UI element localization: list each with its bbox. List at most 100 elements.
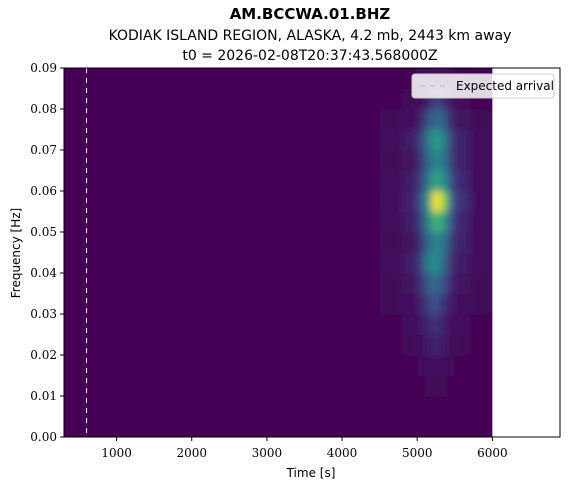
heatmap-cell (402, 355, 418, 376)
heatmap-cell (402, 150, 418, 171)
heatmap-cell (417, 150, 426, 171)
heatmap-cell (447, 109, 456, 130)
heatmap-cell (454, 150, 471, 171)
heatmap-cell (432, 88, 441, 110)
heatmap-cell (454, 232, 471, 253)
heatmap-cell (469, 252, 493, 274)
heatmap-cell (64, 150, 381, 171)
heatmap-cell (432, 416, 441, 437)
heatmap-cell (469, 129, 493, 151)
heatmap-cell (447, 88, 456, 110)
heatmap-cell (469, 314, 493, 335)
heatmap-cell (424, 314, 433, 335)
heatmap-cell (454, 314, 471, 335)
heatmap-cell (469, 355, 493, 376)
heatmap-cell (64, 273, 381, 294)
heatmap-cell (379, 396, 403, 417)
heatmap-cell (454, 109, 471, 130)
heatmap-cell (447, 375, 456, 397)
heatmap-cell (447, 355, 456, 376)
heatmap-cell (469, 232, 493, 253)
chart-title: AM.BCCWA.01.BHZ (230, 5, 391, 23)
heatmap-cell (439, 293, 448, 315)
heatmap-cell (424, 150, 433, 171)
heatmap-cell (439, 334, 448, 356)
heatmap-cell (447, 396, 456, 417)
heatmap-cell (64, 355, 381, 376)
heatmap-cell (424, 293, 433, 315)
heatmap-cell (454, 293, 471, 315)
heatmap-cell (447, 232, 456, 253)
heatmap-cell (439, 355, 448, 376)
heatmap-cell (432, 232, 441, 253)
plot-frame (63, 67, 561, 438)
heatmap-cell (447, 191, 456, 212)
heatmap-cell (439, 273, 448, 294)
heatmap-cell (424, 232, 433, 253)
heatmap-cell (424, 170, 433, 192)
heatmap-cell (469, 211, 493, 233)
heatmap-cell (424, 416, 433, 437)
heatmap-cell (417, 273, 426, 294)
heatmap-cell (454, 355, 471, 376)
heatmap-cell (64, 396, 381, 417)
heatmap-cell (447, 416, 456, 437)
y-axis-label: Frequency [Hz] (9, 208, 23, 299)
x-axis-label: Time [s] (286, 466, 336, 480)
heatmap (64, 68, 493, 437)
heatmap-cell (379, 232, 403, 253)
heatmap-cell (402, 416, 418, 437)
heatmap-cell (439, 129, 448, 151)
y-tick-label: 0.07 (30, 143, 57, 157)
heatmap-cell (439, 170, 448, 192)
heatmap-cell (402, 273, 418, 294)
heatmap-cell (469, 273, 493, 294)
heatmap-cell (454, 375, 471, 397)
heatmap-cell (424, 129, 433, 151)
heatmap-cell (379, 314, 403, 335)
heatmap-cell (379, 211, 403, 233)
heatmap-cell (432, 191, 441, 212)
y-tick-label: 0.02 (30, 348, 57, 362)
chart-subtitle: KODIAK ISLAND REGION, ALASKA, 4.2 mb, 24… (109, 28, 512, 44)
y-tick-label: 0.04 (30, 266, 57, 280)
heatmap-cell (447, 334, 456, 356)
heatmap-cell (64, 191, 381, 212)
heatmap-cell (64, 314, 381, 335)
heatmap-cell (379, 273, 403, 294)
heatmap-cell (417, 314, 426, 335)
heatmap-cell (379, 334, 403, 356)
heatmap-cell (417, 375, 426, 397)
heatmap-cell (417, 170, 426, 192)
heatmap-cell (439, 252, 448, 274)
heatmap-cell (432, 355, 441, 376)
heatmap-cell (64, 232, 381, 253)
heatmap-cell (379, 293, 403, 315)
heatmap-cell (417, 293, 426, 315)
heatmap-cell (402, 396, 418, 417)
heatmap-cell (469, 375, 493, 397)
heatmap-cell (64, 88, 381, 110)
heatmap-cell (469, 416, 493, 437)
legend: Expected arrival (411, 73, 555, 99)
heatmap-cell (402, 232, 418, 253)
x-tick-label: 1000 (101, 446, 132, 460)
heatmap-cell (402, 375, 418, 397)
heatmap-cell (447, 150, 456, 171)
heatmap-cell (424, 191, 433, 212)
chart-subtitle: t0 = 2026-02-08T20:37:43.568000Z (182, 48, 437, 64)
heatmap-cell (454, 252, 471, 274)
heatmap-cell (379, 129, 403, 151)
heatmap-cell (439, 191, 448, 212)
heatmap-cell (64, 416, 381, 437)
heatmap-cell (432, 150, 441, 171)
heatmap-cell (402, 314, 418, 335)
heatmap-cell (424, 273, 433, 294)
heatmap-cell (447, 252, 456, 274)
heatmap-cell (64, 375, 381, 397)
heatmap-cell (432, 293, 441, 315)
heatmap-cell (439, 416, 448, 437)
heatmap-cell (424, 355, 433, 376)
legend-box (411, 73, 555, 99)
heatmap-cell (447, 293, 456, 315)
